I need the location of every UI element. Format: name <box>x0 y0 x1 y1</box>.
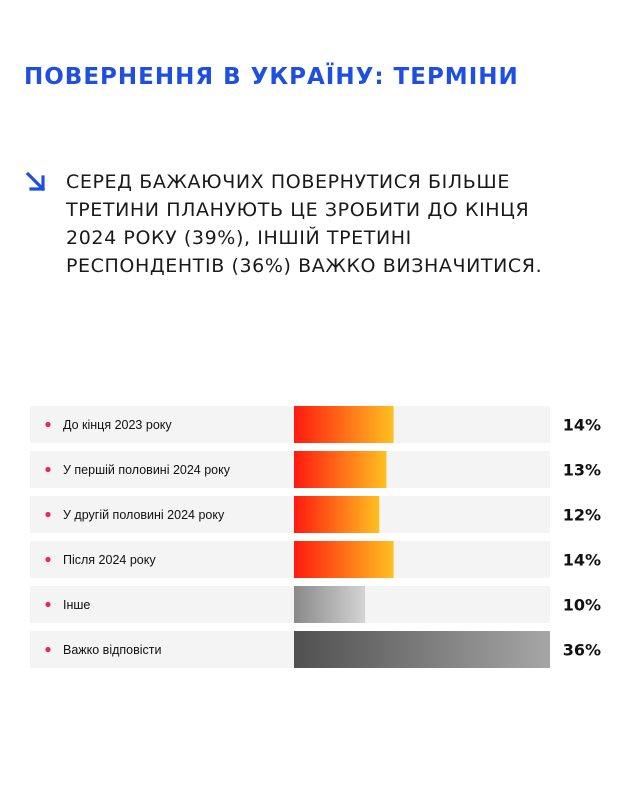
bar <box>294 406 394 443</box>
lead-line: СЕРЕД БАЖАЮЧИХ ПОВЕРНУТИСЯ БІЛЬШЕ <box>66 171 510 193</box>
lead-line: 2024 РОКУ (39%), ІНШІЙ ТРЕТИНІ <box>66 227 412 249</box>
bar-value-label: 13% <box>563 461 601 480</box>
bar-category-label: У другій половині 2024 року <box>63 508 225 522</box>
chart-row <box>30 451 550 488</box>
bar-category-label: Важко відповісти <box>63 643 162 657</box>
bar-value-label: 10% <box>563 596 601 615</box>
bar <box>294 451 387 488</box>
bar <box>294 541 394 578</box>
chart-row <box>30 406 550 443</box>
chart-row <box>30 541 550 578</box>
arrow-down-right-icon <box>25 171 46 192</box>
bullet-dot <box>45 646 51 653</box>
lead-line: РЕСПОНДЕНТІВ (36%) ВАЖКО ВИЗНАЧИТИСЯ. <box>66 255 543 277</box>
bar <box>294 586 366 623</box>
bullet-dot <box>45 421 51 428</box>
bar-value-label: 14% <box>563 551 601 570</box>
bar <box>294 631 550 668</box>
lead-line: ТРЕТИНИ ПЛАНУЮТЬ ЦЕ ЗРОБИТИ ДО КІНЦЯ <box>66 199 530 221</box>
lead-text: СЕРЕД БАЖАЮЧИХ ПОВЕРНУТИСЯ БІЛЬШЕ ТРЕТИН… <box>66 168 626 280</box>
bullet-dot <box>45 511 51 518</box>
bar-value-label: 36% <box>563 641 601 660</box>
bar-category-label: До кінця 2023 року <box>63 418 172 432</box>
bar-category-label: У першій половині 2024 року <box>63 463 231 477</box>
bullet-dot <box>45 556 51 563</box>
bar <box>294 496 380 533</box>
bar-category-label: Після 2024 року <box>63 553 156 567</box>
page-title: ПОВЕРНЕННЯ В УКРАЇНУ: ТЕРМІНИ <box>24 64 519 90</box>
bar-value-label: 14% <box>563 416 601 435</box>
bullet-dot <box>45 601 51 608</box>
chart-row <box>30 586 550 623</box>
bar-category-label: Інше <box>63 598 90 612</box>
chart-row <box>30 496 550 533</box>
bar-value-label: 12% <box>563 506 601 525</box>
bullet-dot <box>45 466 51 473</box>
